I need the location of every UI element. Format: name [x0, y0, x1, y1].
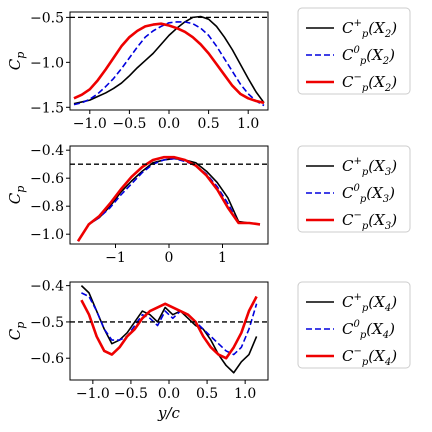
y-tick-label: −1.5: [30, 100, 64, 116]
legend-entry-label: C−p(X2): [342, 72, 397, 94]
series-line-1: [73, 15, 265, 105]
axes-frame: [69, 145, 269, 245]
y-tick-label: −1.0: [30, 55, 64, 71]
panel-x3: −1 0 1 −1.0 −0.8 −0.6 −0.4 Cp C+p(X3) C0p(X3) C−p(…: [6, 143, 411, 266]
legend-entry-label: C0p(X4): [342, 319, 395, 341]
x-tick-label: 0.5: [197, 116, 219, 132]
panel-x4: −1.0 −0.5 0.0 0.5 1.0−0.6−0.5−0.4Cpy/cC+p(X4…: [6, 279, 411, 422]
legend-entry-label: C+p(X4): [342, 292, 397, 314]
legend: C+p(X2) C0p(X2) C−p(X2): [297, 7, 411, 95]
series-line-2: [81, 292, 258, 356]
y-tick-label: −0.5: [30, 315, 64, 331]
legend-box: [297, 145, 411, 233]
x-tick-label: −1.0: [73, 116, 107, 132]
legend-entry-label: C0p(X3): [342, 183, 395, 205]
y-tick-label: −0.8: [30, 199, 64, 215]
y-axis-label: Cp: [6, 52, 27, 71]
panel-x2: −1.0 −0.5 0.0 0.5 1.0 −1.5 −1.0 −0.5 Cp C+p(X2) C0…: [6, 7, 411, 132]
y-tick-label: −1.0: [30, 227, 64, 243]
x-tick-label: 1: [218, 250, 227, 266]
x-tick-label: 0.0: [158, 116, 180, 132]
y-tick-label: −0.4: [30, 279, 64, 295]
y-tick-label: −0.6: [30, 171, 64, 187]
y-tick-label: −0.4: [30, 143, 64, 159]
x-axis-label: y/c: [157, 404, 181, 422]
series-line-3: [73, 22, 265, 105]
legend-box: [297, 7, 411, 95]
series-line-1: [80, 285, 258, 374]
y-tick-label: −0.5: [30, 10, 64, 26]
x-tick-label: 1.0: [234, 386, 256, 402]
legend-entry-label: C−p(X3): [342, 210, 397, 232]
series-line-1: [77, 157, 261, 242]
x-tick-label: 1.0: [237, 116, 259, 132]
legend-entry-label: C+p(X3): [342, 156, 397, 178]
series-line-2: [73, 21, 265, 107]
legend-box: [297, 281, 411, 369]
legend-entry-label: C+p(X2): [342, 18, 397, 40]
y-axis-label: Cp: [6, 322, 27, 341]
legend: C+p(X4) C0p(X4) C−p(X4): [297, 281, 411, 369]
x-tick-label: 0: [165, 250, 174, 266]
x-tick-label: −0.5: [112, 116, 146, 132]
x-tick-label: −0.5: [114, 386, 148, 402]
y-tick-label: −0.6: [30, 351, 64, 367]
series-line-3: [80, 295, 258, 360]
legend: C+p(X3) C0p(X3) C−p(X3): [297, 145, 411, 233]
legend-entry-label: C0p(X2): [342, 45, 395, 67]
series-line-3: [76, 155, 261, 242]
x-tick-label: 0.0: [158, 386, 180, 402]
x-tick-label: −1: [105, 250, 126, 266]
x-tick-label: −1.0: [76, 386, 110, 402]
legend-entry-label: C−p(X4): [342, 346, 397, 368]
x-tick-label: 0.5: [196, 386, 218, 402]
y-axis-label: Cp: [6, 186, 27, 205]
series-line-2: [77, 157, 261, 242]
